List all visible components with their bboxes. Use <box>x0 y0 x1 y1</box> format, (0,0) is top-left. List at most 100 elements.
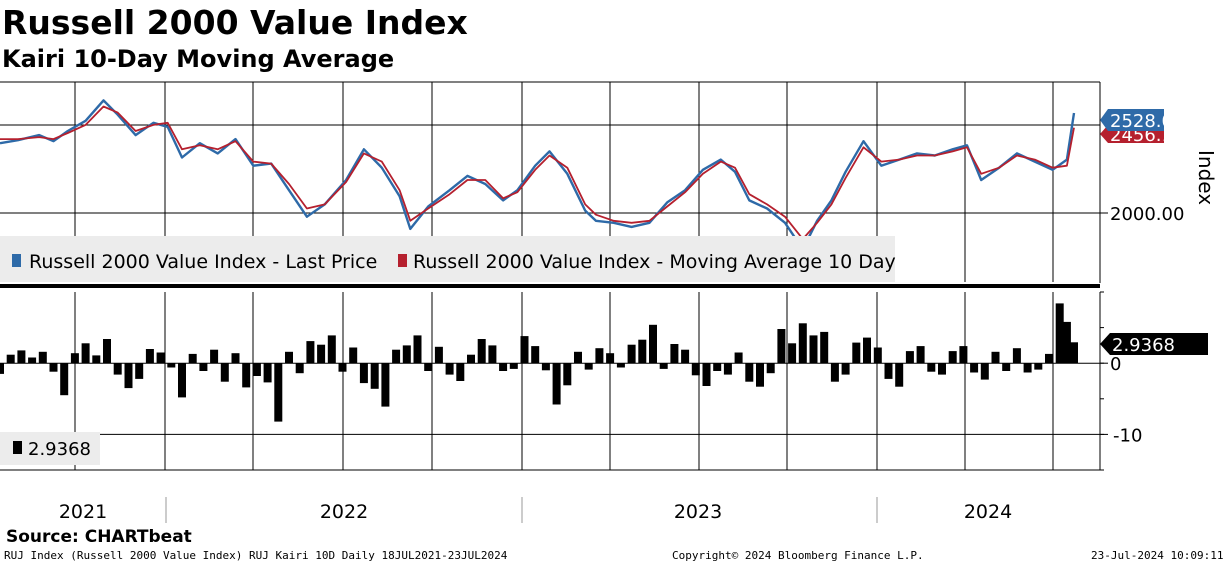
legend-label-ma: Russell 2000 Value Index - Moving Averag… <box>413 251 896 273</box>
kairi-bar-25 <box>263 363 272 383</box>
kairi-bar-68 <box>723 363 732 375</box>
kairi-bar-94 <box>1002 363 1011 371</box>
legend-swatch-price <box>12 254 21 267</box>
kairi-bar-83 <box>884 363 893 379</box>
kairi-bar-72 <box>766 363 775 374</box>
kairi-bar-49 <box>520 336 529 364</box>
panel-separator <box>0 284 1100 288</box>
kairi-bar-60 <box>638 339 647 364</box>
kairi-bar-99 <box>1055 303 1064 364</box>
kairi-bar-93 <box>991 351 1000 364</box>
kairi-bar-28 <box>295 363 304 374</box>
kairi-bar-33 <box>349 347 358 364</box>
kairi-bar-43 <box>456 363 465 381</box>
footer-timestamp: 23-Jul-2024 10:09:11 <box>1091 549 1224 562</box>
footer-copyright: Copyright© 2024 Bloomberg Finance L.P. <box>672 549 924 562</box>
kairi-bar-79 <box>841 363 850 375</box>
kairi-bar-8 <box>81 343 90 364</box>
kairi-bar-69 <box>734 352 743 364</box>
kairi-bar-29 <box>306 341 315 364</box>
kairi-bar-24 <box>252 363 261 376</box>
kairi-bar-22 <box>231 353 240 364</box>
kairi-bar-21 <box>220 363 229 382</box>
kairi-bar-98 <box>1045 353 1053 364</box>
kairi-bar-0 <box>0 363 4 374</box>
kairi-bar-50 <box>531 346 540 364</box>
kairi-bar-70 <box>745 363 754 382</box>
kairi-bar-91 <box>970 363 979 373</box>
kairi-bar-82 <box>873 347 882 364</box>
bottom-ytick-label-0: 0 <box>1110 354 1121 375</box>
kairi-bar-73 <box>777 329 786 364</box>
kairi-bar-19 <box>199 363 208 371</box>
kairi-bar-80 <box>852 342 861 364</box>
kairi-bar-26 <box>274 363 283 422</box>
source-label: Source: CHARTbeat <box>6 527 192 547</box>
kairi-bar-36 <box>381 363 390 407</box>
kairi-bar-3 <box>28 357 37 364</box>
chart-title: Russell 2000 Value Index <box>2 3 468 42</box>
kairi-bar-44 <box>467 354 475 364</box>
kairi-bar-63 <box>670 344 679 364</box>
kairi-bar-78 <box>830 363 839 382</box>
chart-subtitle: Kairi 10-Day Moving Average <box>2 45 395 73</box>
kairi-bar-86 <box>916 346 925 364</box>
kairi-bar-39 <box>413 335 422 364</box>
kairi-bar-27 <box>285 351 293 364</box>
kairi-bar-88 <box>938 363 946 375</box>
kairi-bar-47 <box>499 363 508 371</box>
kairi-last-value-badge <box>1100 333 1208 355</box>
kairi-bar-64 <box>681 349 690 364</box>
top-legend-box <box>0 236 895 282</box>
kairi-last-value: 2.9368 <box>1112 335 1175 356</box>
kairi-bar-76 <box>809 335 818 364</box>
kairi-bar-23 <box>242 363 251 388</box>
kairi-bar-66 <box>702 363 711 386</box>
kairi-bar-57 <box>606 353 615 364</box>
kairi-bar-101 <box>1070 342 1078 364</box>
kairi-bar-9 <box>92 355 101 364</box>
kairi-bar-37 <box>392 349 401 364</box>
kairi-bar-54 <box>574 351 582 364</box>
kairi-bar-95 <box>1012 348 1021 364</box>
kairi-bar-10 <box>103 339 111 364</box>
kairi-bar-12 <box>124 363 133 389</box>
kairi-bar-67 <box>713 363 722 371</box>
kairi-bar-62 <box>659 363 668 369</box>
kairi-plot <box>0 303 1078 422</box>
kairi-bar-6 <box>60 363 69 396</box>
kairi-bar-46 <box>488 345 497 364</box>
kairi-bar-15 <box>156 352 165 364</box>
kairi-bar-90 <box>959 346 968 364</box>
x-label-2021: 2021 <box>59 501 107 523</box>
kairi-bar-11 <box>113 363 122 375</box>
kairi-bar-96 <box>1023 363 1032 373</box>
price-line <box>0 99 1076 251</box>
kairi-bar-85 <box>905 351 914 364</box>
kairi-bar-58 <box>616 363 625 368</box>
kairi-bar-18 <box>188 353 197 364</box>
kairi-bar-34 <box>359 363 368 384</box>
kairi-bar-2 <box>17 350 26 364</box>
kairi-bar-65 <box>691 363 700 376</box>
kairi-bar-59 <box>627 344 636 364</box>
kairi-bar-35 <box>370 363 379 389</box>
kairi-bar-4 <box>38 351 47 364</box>
kairi-bar-14 <box>145 349 154 364</box>
legend-label-price: Russell 2000 Value Index - Last Price <box>29 251 377 273</box>
kairi-bar-16 <box>167 363 176 368</box>
top-ytick-label-0: 2000.00 <box>1110 204 1184 225</box>
kairi-bar-97 <box>1034 363 1043 370</box>
x-label-2023: 2023 <box>674 501 722 523</box>
kairi-bar-42 <box>445 363 454 375</box>
x-label-2024: 2024 <box>964 501 1012 523</box>
kairi-bar-53 <box>563 363 572 386</box>
bottom-ytick-label-1: -10 <box>1113 425 1142 446</box>
price-plot <box>0 99 1076 251</box>
legend-label-kairi: 2.9368 <box>28 439 91 460</box>
y-axis-label: Index <box>1194 150 1218 205</box>
legend-swatch-ma <box>398 254 407 267</box>
x-label-2022: 2022 <box>320 501 368 523</box>
kairi-bar-38 <box>402 345 411 364</box>
